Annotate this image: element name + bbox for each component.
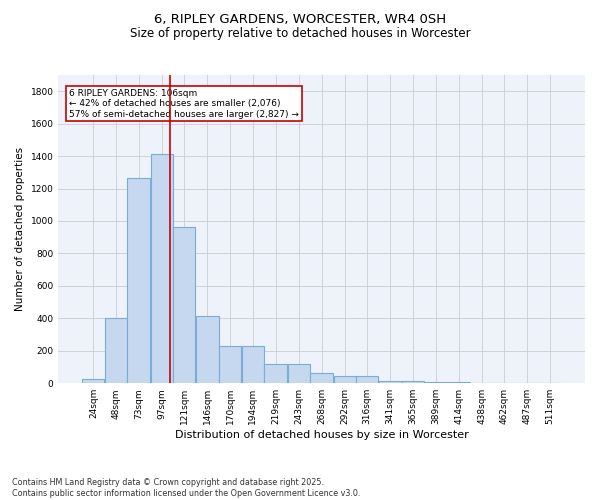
Bar xyxy=(264,364,287,383)
Bar xyxy=(447,382,470,383)
Text: 6 RIPLEY GARDENS: 106sqm
← 42% of detached houses are smaller (2,076)
57% of sem: 6 RIPLEY GARDENS: 106sqm ← 42% of detach… xyxy=(69,89,299,118)
Bar xyxy=(105,318,127,383)
Bar xyxy=(334,376,356,383)
Bar xyxy=(425,382,446,383)
Bar xyxy=(173,228,196,383)
X-axis label: Distribution of detached houses by size in Worcester: Distribution of detached houses by size … xyxy=(175,430,469,440)
Text: Size of property relative to detached houses in Worcester: Size of property relative to detached ho… xyxy=(130,28,470,40)
Bar xyxy=(310,372,333,383)
Bar xyxy=(219,346,241,383)
Bar xyxy=(288,364,310,383)
Bar xyxy=(127,178,151,383)
Bar xyxy=(379,381,401,383)
Bar xyxy=(242,346,264,383)
Y-axis label: Number of detached properties: Number of detached properties xyxy=(15,147,25,311)
Bar xyxy=(151,154,173,383)
Bar xyxy=(402,381,424,383)
Bar xyxy=(196,316,219,383)
Bar xyxy=(82,379,104,383)
Text: Contains HM Land Registry data © Crown copyright and database right 2025.
Contai: Contains HM Land Registry data © Crown c… xyxy=(12,478,361,498)
Bar xyxy=(356,376,378,383)
Text: 6, RIPLEY GARDENS, WORCESTER, WR4 0SH: 6, RIPLEY GARDENS, WORCESTER, WR4 0SH xyxy=(154,12,446,26)
